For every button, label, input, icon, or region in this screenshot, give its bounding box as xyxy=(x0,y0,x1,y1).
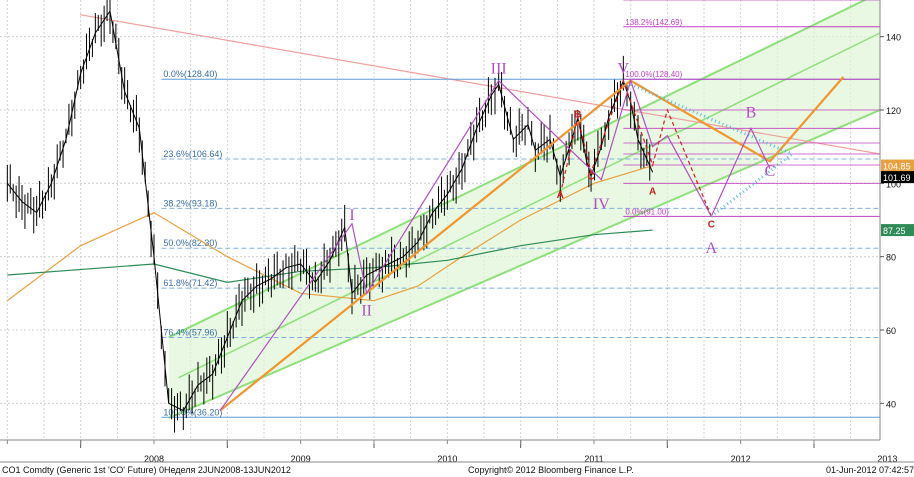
price-marker-label: 104.85 xyxy=(883,162,911,172)
x-axis-tick-label: 2012 xyxy=(731,454,751,464)
projection-level-label: 100.0%(128.40) xyxy=(625,70,682,79)
x-axis-tick-label: 2008 xyxy=(144,454,164,464)
subwave-label: C xyxy=(587,172,594,183)
wave-label: III xyxy=(491,60,507,77)
cyan-dotted-lower xyxy=(710,152,793,218)
fib-level-label: 23.6%(106.64) xyxy=(163,149,222,159)
y-axis-tick-label: 100 xyxy=(886,179,901,189)
projection-level-label: 0.0%(91.00) xyxy=(625,207,669,216)
x-axis-tick-label: 2013 xyxy=(877,454,897,464)
fib-level-label: 61.8%(71.42) xyxy=(163,278,217,288)
wave-label: I xyxy=(349,207,354,224)
x-axis-panel xyxy=(0,440,914,477)
wave-label: B xyxy=(746,104,757,121)
y-axis-tick-label: 80 xyxy=(886,253,896,263)
x-axis-tick-label: 2009 xyxy=(291,454,311,464)
price-marker-label: 101.69 xyxy=(883,173,911,183)
price-marker-box xyxy=(881,224,914,237)
subwave-label: A xyxy=(649,186,656,197)
trend-channel-mid xyxy=(178,32,881,379)
subwave-path xyxy=(559,78,712,217)
fib-level-label: 50.0%(82.30) xyxy=(163,238,217,248)
price-marker-label: 87.25 xyxy=(883,226,906,236)
footer-timestamp: 01-Jun-2012 07:42:57 xyxy=(826,465,914,475)
y-axis-panel xyxy=(880,0,914,440)
fib-level-label: 38.2%(93.18) xyxy=(163,198,217,208)
trend-channel-fill xyxy=(168,0,880,418)
fib-level-label: 100.0%(36.20) xyxy=(163,407,222,417)
y-axis-tick-label: 120 xyxy=(886,106,901,116)
trend-channel-lower xyxy=(168,109,881,419)
footer-ticker-info: CO1 Comdty (Generic 1st 'CO' Future) 0Не… xyxy=(2,465,291,475)
footer-copyright: Copyright© 2012 Bloomberg Finance L.P. xyxy=(468,465,634,475)
price-marker-box xyxy=(881,159,914,172)
wave-label: A xyxy=(706,240,718,257)
subwave-label: B xyxy=(574,109,581,120)
fibonacci-projection: 138.2%(142.69) 100.0%(128.40) 0.0%(91.00) xyxy=(623,0,880,217)
y-axis-tick-label: 140 xyxy=(886,33,901,43)
x-axis-tick-label: 2010 xyxy=(437,454,457,464)
resistance-line xyxy=(79,14,881,155)
y-axis-tick-label: 60 xyxy=(886,326,896,336)
moving-average-green xyxy=(7,229,653,283)
wave-label: II xyxy=(361,302,372,319)
fib-level-label: 0.0%(128.40) xyxy=(163,69,217,79)
moving-average-orange xyxy=(6,164,653,302)
wave-label: C xyxy=(765,163,776,180)
orange-projection-path xyxy=(630,76,845,163)
x-axis-tick-label: 2011 xyxy=(584,454,603,464)
wave-label: IV xyxy=(593,196,610,213)
subwave-label: A xyxy=(557,190,564,201)
fib-level-label: 76.4%(57.96) xyxy=(163,327,217,337)
price-marker-box xyxy=(881,171,914,184)
projection-level-label: 138.2%(142.69) xyxy=(625,18,682,27)
orange-trendline xyxy=(219,79,632,412)
wave-label: V xyxy=(618,60,630,77)
elliott-wave-path xyxy=(219,78,771,412)
subwave-label: C xyxy=(708,219,715,230)
y-axis-tick-label: 40 xyxy=(886,399,896,409)
